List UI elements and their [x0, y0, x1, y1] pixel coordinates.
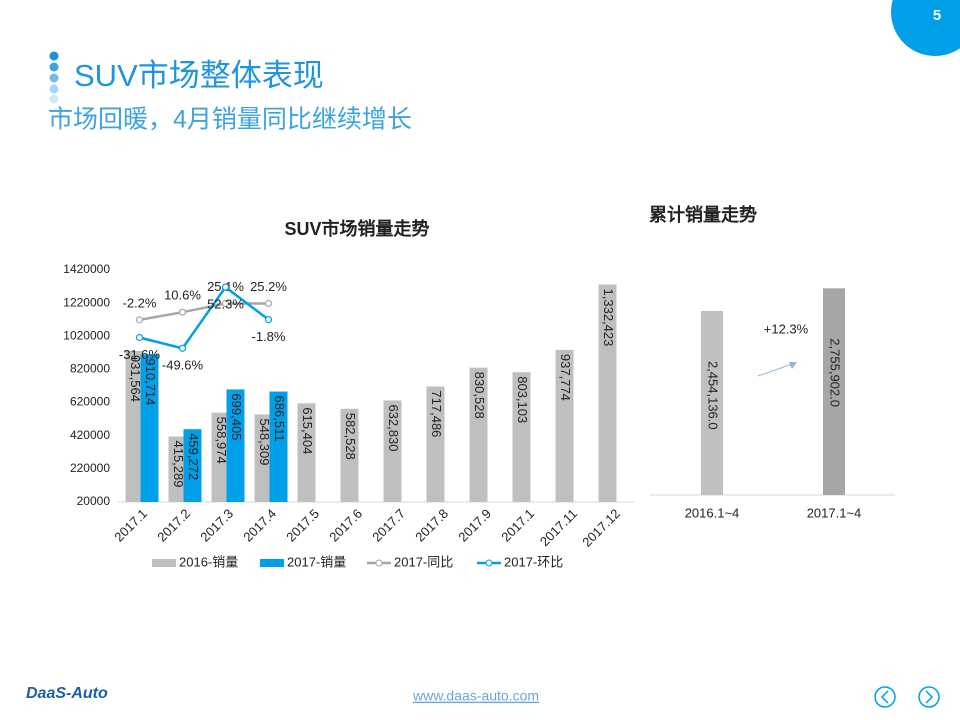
data-label: 415,289 — [171, 440, 186, 487]
bar — [340, 408, 359, 502]
y-tick-label: 220000 — [70, 461, 110, 475]
line-point — [264, 299, 273, 308]
line — [139, 285, 270, 350]
slide-subtitle: 市场回暖，4月销量同比继续增长 — [48, 106, 412, 134]
line-point — [221, 299, 230, 308]
data-label: -1.8% — [252, 329, 286, 344]
bar — [269, 391, 288, 502]
slide-title: SUV市场整体表现 — [74, 58, 324, 93]
title-dots — [49, 51, 59, 104]
annotation-arrowhead — [789, 362, 797, 369]
bar — [254, 414, 273, 502]
x-tick-label: 2016.1~4 — [685, 505, 740, 520]
annotation-arrow — [757, 362, 796, 377]
line-point — [264, 316, 273, 324]
bar — [426, 386, 445, 502]
data-label: 615,404 — [300, 407, 315, 454]
chart-title: SUV市场销量走势 — [284, 218, 429, 239]
data-label: -31.6% — [119, 347, 161, 362]
data-label: 830,528 — [472, 372, 487, 419]
legend-swatch — [485, 559, 493, 567]
bar — [140, 354, 159, 502]
bar — [183, 429, 202, 502]
data-label: 459,272 — [186, 433, 201, 480]
bar — [701, 310, 723, 495]
data-label: 558,974 — [214, 417, 229, 464]
url[interactable]: www.daas-auto.com — [412, 688, 539, 704]
line-point — [135, 333, 144, 342]
bar — [383, 400, 402, 502]
data-label: -2.2% — [123, 295, 157, 310]
data-label: 910,714 — [143, 358, 158, 405]
data-label: -49.6% — [162, 358, 204, 373]
page-number: 5 — [933, 7, 941, 24]
line-point — [221, 283, 230, 291]
data-label: 699,405 — [229, 393, 244, 440]
y-tick-label: 820000 — [70, 362, 110, 376]
legend-label: 2017-环比 — [504, 554, 563, 569]
logo: DaaS-Auto — [26, 685, 108, 702]
data-label: 582,528 — [343, 413, 358, 460]
data-label: 2,454,136.0 — [706, 361, 721, 430]
legend-swatch — [375, 559, 383, 567]
line-point — [135, 316, 144, 324]
legend-swatch — [152, 559, 176, 567]
data-label: 52.3% — [207, 297, 244, 312]
data-label: 548,309 — [257, 418, 272, 465]
data-label: 717,486 — [429, 390, 444, 437]
data-label: 25.2% — [250, 279, 287, 294]
bar — [469, 367, 488, 502]
y-tick-label: 620000 — [70, 395, 110, 409]
bar — [226, 389, 245, 502]
data-label: 1,332,423 — [601, 289, 616, 347]
x-tick-label: 2017.1~4 — [807, 505, 862, 520]
y-tick-label: 420000 — [70, 428, 110, 442]
data-label: 686,511 — [272, 396, 287, 442]
bar — [168, 436, 187, 502]
y-tick-label: 20000 — [77, 494, 111, 508]
bar — [211, 412, 230, 502]
bar — [512, 372, 531, 502]
data-label: 2,755,902.0 — [828, 338, 843, 407]
data-label: 632,830 — [386, 404, 401, 451]
line-point — [178, 344, 187, 352]
bar — [125, 350, 144, 502]
legend-label: 2016-销量 — [179, 554, 238, 569]
legend-swatch — [260, 559, 284, 567]
data-label: 10.6% — [164, 288, 201, 303]
y-tick-label: 1020000 — [63, 328, 110, 342]
annotation: +12.3% — [764, 321, 809, 336]
page-badge — [891, 0, 960, 56]
prev-button[interactable] — [874, 686, 896, 708]
data-label: 803,103 — [515, 376, 530, 423]
data-label: 937,774 — [558, 354, 573, 401]
data-label: 931,564 — [128, 355, 143, 402]
legend-label: 2017-销量 — [287, 554, 346, 569]
next-button[interactable] — [918, 686, 940, 708]
chart-title: 累计销量走势 — [649, 204, 757, 225]
y-tick-label: 1420000 — [63, 262, 110, 276]
legend-label: 2017-同比 — [394, 554, 453, 569]
line-point — [178, 308, 187, 316]
bar — [297, 403, 316, 502]
bar — [555, 349, 574, 502]
y-tick-label: 1220000 — [63, 295, 110, 309]
bar — [823, 288, 845, 495]
bar — [598, 284, 617, 502]
